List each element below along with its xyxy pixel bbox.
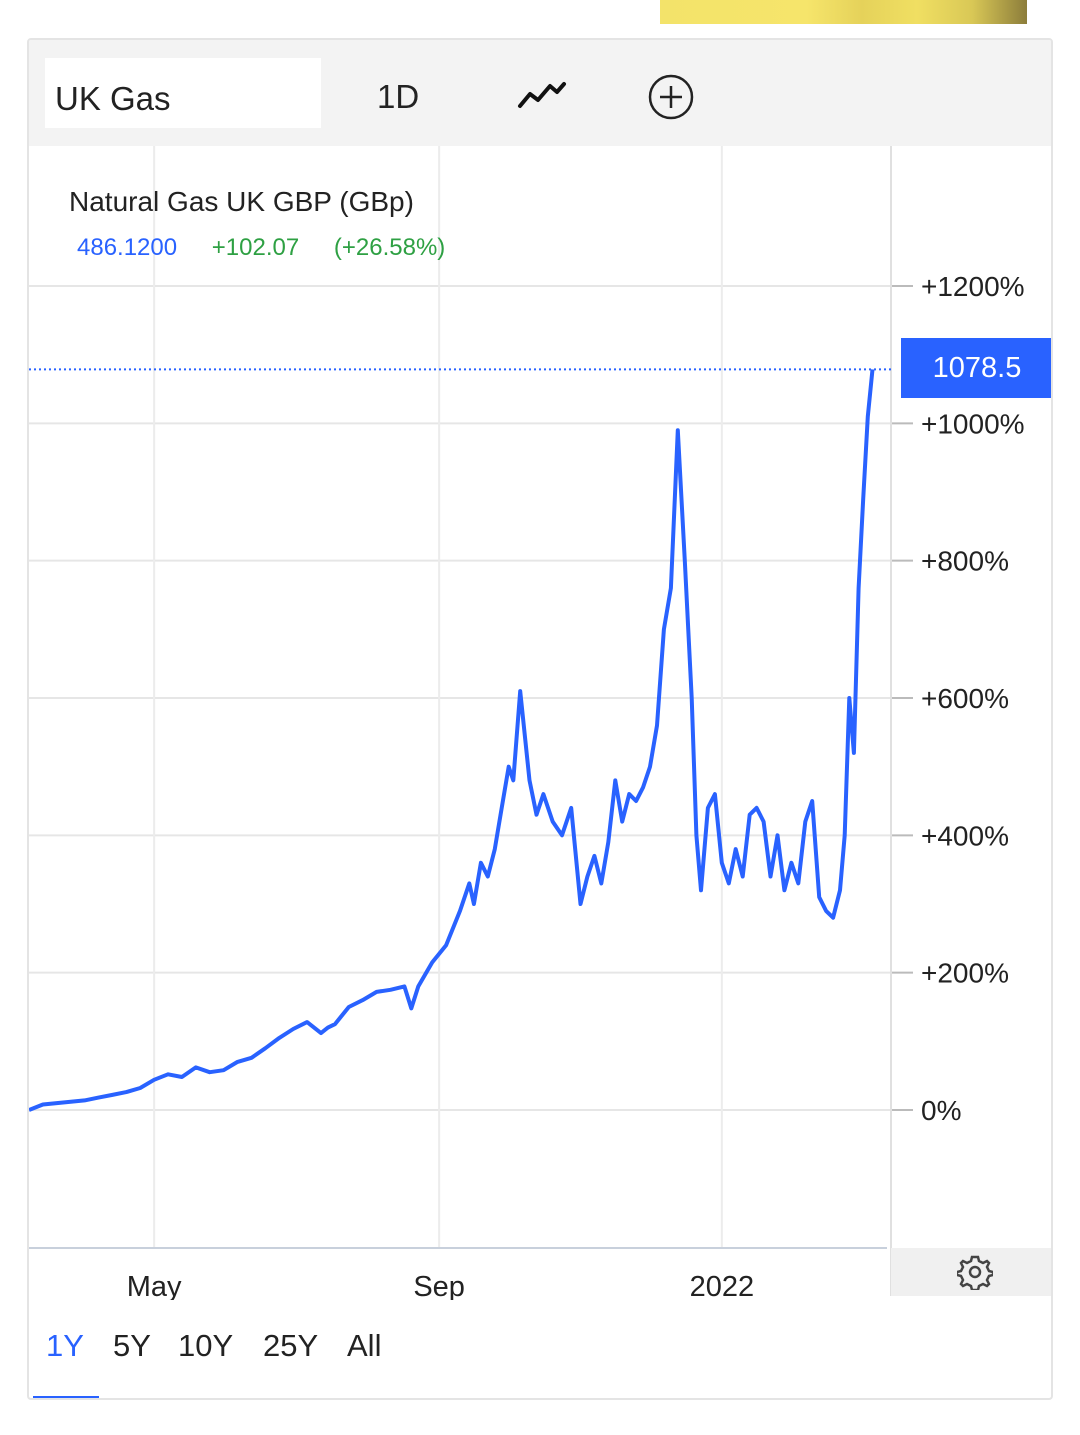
symbol-label: UK Gas (55, 80, 171, 117)
line-chart-icon[interactable] (517, 80, 567, 110)
price-chart[interactable]: +1200% +1000% +800% +600% +400% +200% 0% May Se… (29, 40, 1053, 1300)
chart-widget: UK Gas 1D +1200% +1000% +800% +600% +400% +20… (27, 38, 1053, 1400)
plus-circle-icon[interactable] (647, 73, 695, 121)
chart-toolbar: UK Gas 1D (29, 40, 1051, 146)
y-tick-label: +1000% (921, 408, 1025, 439)
symbol-search[interactable]: UK Gas (45, 58, 321, 128)
range-all[interactable]: All (347, 1328, 382, 1363)
last-price-label: 1078.5 (901, 338, 1051, 398)
x-tick-label: 2022 (690, 1271, 755, 1300)
y-tick-label: +1200% (921, 271, 1025, 302)
active-range-indicator (33, 1396, 99, 1398)
y-tick-label: 0% (921, 1095, 961, 1126)
interval-button[interactable]: 1D (377, 78, 420, 115)
legend-values: 486.1200 +102.07 (+26.58%) (77, 234, 473, 262)
x-tick-label: May (127, 1271, 182, 1300)
x-tick-label: Sep (413, 1271, 465, 1300)
legend-change-pct: (+26.58%) (333, 234, 446, 261)
range-5y[interactable]: 5Y (113, 1328, 151, 1363)
article-image-strip (660, 0, 1027, 24)
legend-change: +102.07 (211, 234, 300, 261)
series-line (29, 369, 875, 1112)
y-tick-label: +200% (921, 958, 1009, 989)
y-tick-label: +800% (921, 546, 1009, 577)
legend-price: 486.1200 (77, 234, 178, 261)
range-10y[interactable]: 10Y (178, 1328, 234, 1363)
range-25y[interactable]: 25Y (263, 1328, 319, 1363)
legend-title: Natural Gas UK GBP (GBp) (69, 186, 414, 217)
range-1y[interactable]: 1Y (46, 1328, 84, 1363)
y-tick-label: +400% (921, 820, 1009, 851)
y-tick-label: +600% (921, 683, 1009, 714)
gear-icon[interactable] (955, 1254, 995, 1292)
chart-settings[interactable] (891, 1248, 1051, 1296)
